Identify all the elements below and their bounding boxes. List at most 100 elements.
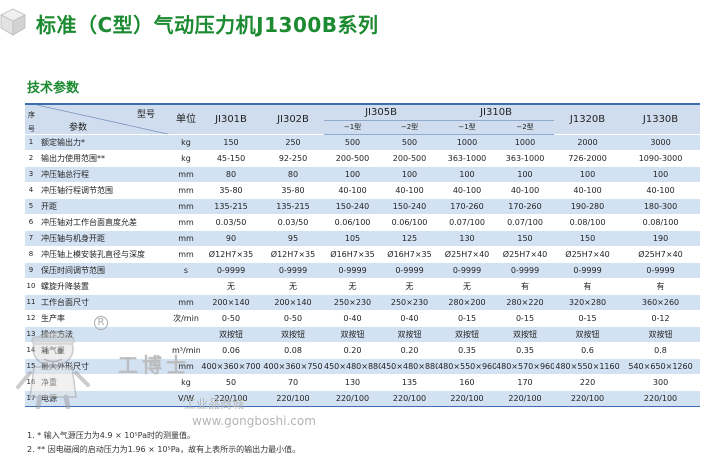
row-number: 12 (25, 310, 37, 327)
row-number: 9 (25, 262, 37, 279)
param-value: 220/100 (262, 390, 324, 407)
param-value: 2000 (554, 134, 622, 151)
spec-row: 5 开距 mm 135-215 135-215 150-240 150-240 170-260… (25, 198, 701, 215)
footnotes: 1. * 输入气源压力为4.9 × 10⁵Pa时的测量值。 2. ** 因电磁阀… (27, 429, 300, 457)
param-value: 160 (438, 374, 497, 391)
param-value: 0-15 (554, 310, 622, 327)
param-value: 150 (200, 134, 262, 151)
param-value: 双按钮 (262, 326, 324, 343)
param-value: 0.03/50 (200, 214, 262, 231)
param-value: 220/100 (381, 390, 439, 407)
param-value: 0-9999 (200, 262, 262, 279)
param-value: 无 (200, 278, 262, 295)
param-value: 70 (262, 374, 324, 391)
param-unit: mm (172, 246, 200, 263)
param-value: 100 (324, 166, 381, 183)
row-number: 6 (25, 214, 37, 231)
param-value: 0.08/100 (621, 214, 701, 231)
param-value: 0-9999 (262, 262, 324, 279)
param-value: 250×230 (381, 294, 439, 311)
param-unit: m³/min (172, 342, 200, 359)
header-model: JI301B (200, 103, 262, 135)
param-name: 保压时间调节范围 (37, 262, 172, 279)
param-value: 0-9999 (496, 262, 555, 279)
param-value: 200×140 (262, 294, 324, 311)
param-value: 170-260 (438, 198, 497, 215)
header-sub-model: −1型 (438, 120, 497, 135)
param-value: 40-100 (554, 182, 622, 199)
param-value: 1000 (438, 134, 497, 151)
param-value: 100 (438, 166, 497, 183)
param-value: 480×550×1160 (554, 358, 622, 375)
param-value: 170-260 (496, 198, 555, 215)
param-value: 220/100 (621, 390, 701, 407)
header-model-label: 型号 (137, 110, 156, 120)
param-value: 0.06 (200, 342, 262, 359)
param-value: 220/100 (200, 390, 262, 407)
param-value: 135-215 (262, 198, 324, 215)
param-value: 无 (324, 278, 381, 295)
param-value: 1090-3000 (621, 150, 701, 167)
spec-row: 7 冲压轴与机身开距 mm 90 95 105 125 130 150 150 190 (25, 230, 701, 247)
param-value: 500 (381, 134, 439, 151)
row-number: 3 (25, 166, 37, 183)
param-value: 320×280 (554, 294, 622, 311)
param-value: 无 (381, 278, 439, 295)
param-unit: mm (172, 182, 200, 199)
param-value: 0-9999 (381, 262, 439, 279)
section-title: 技术参数 (27, 81, 80, 96)
watermark-brand: 工博士 (118, 353, 190, 377)
header-diagonal (39, 105, 168, 134)
param-unit (172, 278, 200, 295)
param-value: 280×220 (496, 294, 555, 311)
header-model: J1330B (621, 103, 701, 135)
param-value: 300 (621, 374, 701, 391)
param-value: 726-2000 (554, 150, 622, 167)
param-value: 450×480×880 (324, 358, 381, 375)
param-name: 开距 (37, 198, 172, 215)
param-value: 0.35 (438, 342, 497, 359)
param-value: 40-100 (496, 182, 555, 199)
param-value: 100 (621, 166, 701, 183)
param-value: 220/100 (554, 390, 622, 407)
param-value: 500 (324, 134, 381, 151)
param-value: 40-100 (438, 182, 497, 199)
param-name: 工作台面尺寸 (37, 294, 172, 311)
param-value: 0-50 (200, 310, 262, 327)
param-value: 135 (381, 374, 439, 391)
param-value: 40-100 (381, 182, 439, 199)
param-value: 150-240 (381, 198, 439, 215)
param-value: 双按钮 (324, 326, 381, 343)
param-value: 双按钮 (621, 326, 701, 343)
param-value: 有 (554, 278, 622, 295)
row-number: 7 (25, 230, 37, 247)
param-unit: kg (172, 150, 200, 167)
param-value: 无 (438, 278, 497, 295)
param-value: 0.03/50 (262, 214, 324, 231)
param-value: 220 (554, 374, 622, 391)
header-model-param: 型号 参数 (37, 103, 172, 135)
param-value: 150 (496, 230, 555, 247)
param-value: 35-80 (200, 182, 262, 199)
param-value: Ø16H7×35 (324, 246, 381, 263)
footnote: 1. * 输入气源压力为4.9 × 10⁵Pa时的测量值。 (27, 431, 195, 440)
param-value: 0.07/100 (496, 214, 555, 231)
param-value: 35-80 (262, 182, 324, 199)
param-value: 400×360×750 (262, 358, 324, 375)
registered-mark: R (94, 316, 108, 330)
header-model-group: JI310B (438, 103, 555, 121)
param-value: Ø25H7×40 (554, 246, 622, 263)
spec-row: 2 输出力使用范围** kg 45-150 92-250 200-500 200-500 36… (25, 150, 701, 167)
row-number: 1 (25, 134, 37, 151)
param-value: 40-100 (621, 182, 701, 199)
param-value: 100 (496, 166, 555, 183)
param-value: 3000 (621, 134, 701, 151)
row-number: 5 (25, 198, 37, 215)
param-value: 125 (381, 230, 439, 247)
param-unit: kg (172, 134, 200, 151)
param-value: 0.08 (262, 342, 324, 359)
param-value: 45-150 (200, 150, 262, 167)
param-value: 有 (496, 278, 555, 295)
spec-row: 12 生产率 次/min 0-50 0-50 0-40 0-40 0-15 0-15 0-15 0-… (25, 310, 701, 327)
spec-row: 17 电源 V/W 220/100 220/100 220/100 220/100 220/1… (25, 390, 701, 407)
